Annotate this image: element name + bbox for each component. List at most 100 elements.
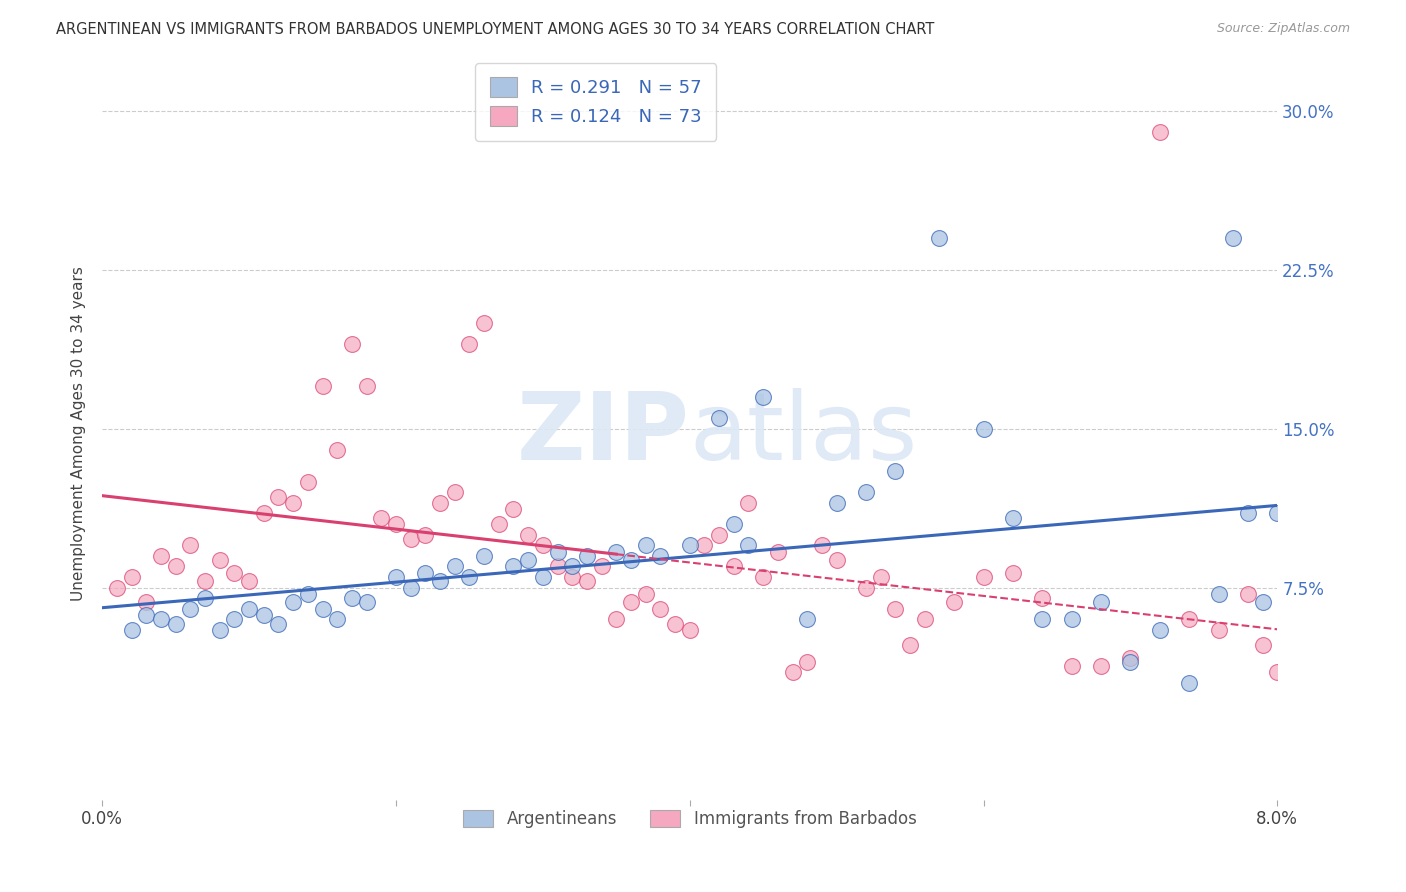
Point — [1031, 612, 1053, 626]
Point — [634, 538, 657, 552]
Point — [472, 316, 495, 330]
Point — [458, 337, 481, 351]
Point — [1149, 125, 1171, 139]
Point — [311, 602, 333, 616]
Point — [1208, 587, 1230, 601]
Point — [253, 507, 276, 521]
Point — [531, 570, 554, 584]
Point — [1178, 612, 1201, 626]
Point — [149, 612, 172, 626]
Point — [194, 574, 217, 589]
Point — [561, 559, 583, 574]
Point — [620, 553, 643, 567]
Point — [707, 411, 730, 425]
Point — [356, 595, 378, 609]
Point — [297, 587, 319, 601]
Point — [517, 527, 540, 541]
Point — [267, 490, 290, 504]
Point — [224, 566, 246, 580]
Point — [914, 612, 936, 626]
Point — [898, 638, 921, 652]
Point — [502, 559, 524, 574]
Point — [855, 485, 877, 500]
Point — [283, 595, 305, 609]
Point — [443, 559, 465, 574]
Point — [1090, 595, 1112, 609]
Text: ARGENTINEAN VS IMMIGRANTS FROM BARBADOS UNEMPLOYMENT AMONG AGES 30 TO 34 YEARS C: ARGENTINEAN VS IMMIGRANTS FROM BARBADOS … — [56, 22, 935, 37]
Point — [399, 532, 422, 546]
Point — [531, 538, 554, 552]
Point — [752, 570, 775, 584]
Point — [238, 574, 260, 589]
Point — [1251, 638, 1274, 652]
Point — [1001, 510, 1024, 524]
Point — [224, 612, 246, 626]
Point — [575, 574, 598, 589]
Point — [1001, 566, 1024, 580]
Point — [340, 591, 363, 606]
Point — [575, 549, 598, 563]
Point — [1237, 507, 1260, 521]
Point — [1031, 591, 1053, 606]
Point — [472, 549, 495, 563]
Point — [855, 581, 877, 595]
Point — [928, 231, 950, 245]
Point — [370, 510, 392, 524]
Point — [1222, 231, 1244, 245]
Point — [135, 595, 157, 609]
Point — [1281, 655, 1303, 669]
Point — [1340, 701, 1362, 715]
Point — [179, 538, 201, 552]
Point — [311, 379, 333, 393]
Point — [1310, 687, 1333, 701]
Point — [869, 570, 891, 584]
Point — [825, 496, 848, 510]
Point — [488, 517, 510, 532]
Point — [356, 379, 378, 393]
Point — [811, 538, 834, 552]
Point — [605, 544, 627, 558]
Point — [165, 616, 187, 631]
Point — [634, 587, 657, 601]
Point — [208, 623, 231, 637]
Point — [1237, 587, 1260, 601]
Point — [415, 527, 437, 541]
Point — [737, 538, 759, 552]
Point — [825, 553, 848, 567]
Point — [796, 612, 818, 626]
Point — [973, 570, 995, 584]
Point — [547, 559, 569, 574]
Point — [679, 623, 702, 637]
Point — [723, 559, 745, 574]
Point — [326, 612, 349, 626]
Point — [458, 570, 481, 584]
Point — [208, 553, 231, 567]
Point — [1251, 595, 1274, 609]
Point — [547, 544, 569, 558]
Point — [1324, 680, 1347, 694]
Point — [693, 538, 716, 552]
Point — [620, 595, 643, 609]
Legend: Argentineans, Immigrants from Barbados: Argentineans, Immigrants from Barbados — [457, 804, 924, 835]
Point — [650, 602, 672, 616]
Point — [1060, 659, 1083, 673]
Point — [340, 337, 363, 351]
Point — [737, 496, 759, 510]
Point — [267, 616, 290, 631]
Text: Source: ZipAtlas.com: Source: ZipAtlas.com — [1216, 22, 1350, 36]
Point — [796, 655, 818, 669]
Point — [238, 602, 260, 616]
Point — [973, 422, 995, 436]
Point — [105, 581, 128, 595]
Point — [650, 549, 672, 563]
Point — [752, 390, 775, 404]
Point — [179, 602, 201, 616]
Point — [1178, 676, 1201, 690]
Point — [297, 475, 319, 489]
Text: atlas: atlas — [690, 388, 918, 480]
Point — [149, 549, 172, 563]
Point — [884, 602, 907, 616]
Point — [561, 570, 583, 584]
Point — [1119, 650, 1142, 665]
Point — [782, 665, 804, 680]
